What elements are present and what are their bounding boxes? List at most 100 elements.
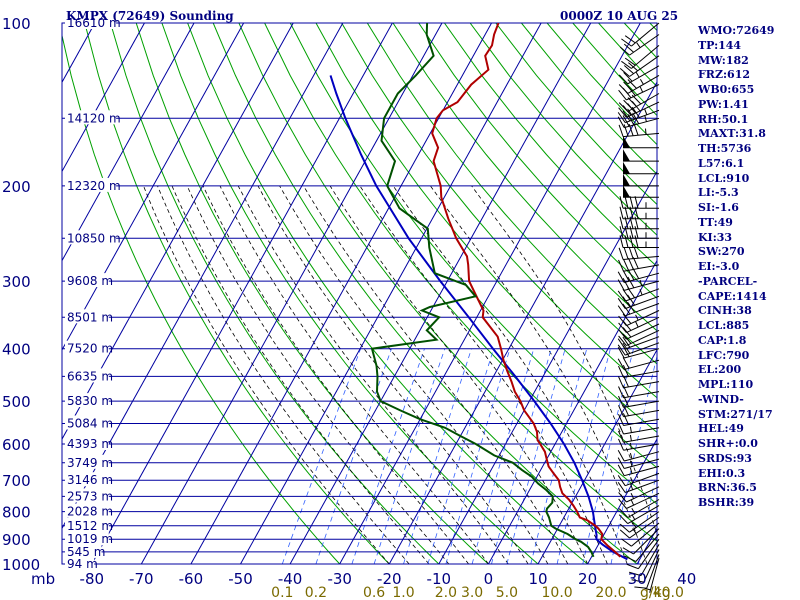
pressure-label: 800	[2, 504, 31, 522]
barb-feather	[634, 235, 639, 248]
barb-feather	[618, 430, 624, 443]
wind-barb	[617, 472, 660, 487]
barb-feather	[624, 35, 636, 44]
barb-half-feather	[639, 86, 644, 93]
barb-staff	[640, 544, 660, 576]
index-item: MPL:110	[698, 378, 754, 391]
barb-feather	[617, 271, 625, 283]
wind-barb	[618, 329, 660, 347]
barb-feather	[617, 305, 626, 317]
indices-list: WMO:72649 TP:144 MW:182 FRZ:612 WB0:655 PW:1.…	[698, 24, 774, 511]
barb-staff	[624, 458, 660, 469]
wind-barb	[617, 106, 660, 124]
mixing-ratio-label: 2.0	[435, 585, 457, 600]
mixing-ratio-label: 0.1	[271, 585, 293, 600]
barb-feather	[618, 438, 624, 451]
barb-feather	[627, 113, 635, 126]
barb-flag	[623, 135, 630, 148]
wind-barb	[623, 135, 659, 149]
wind-barb	[618, 430, 660, 443]
barb-feather	[617, 464, 625, 476]
moist-adiabat	[171, 185, 430, 564]
sounding-profiles	[329, 23, 628, 561]
barb-feather	[627, 301, 636, 313]
barb-half-feather	[645, 128, 647, 135]
pressure-label: 400	[2, 341, 31, 359]
barb-feather	[622, 270, 630, 282]
temperature-label: 10	[528, 570, 547, 588]
sounding-time: 0000Z 10 AUG 25	[560, 9, 679, 23]
barb-staff	[631, 22, 660, 47]
wind-barb	[618, 385, 660, 399]
barb-feather	[622, 303, 631, 315]
height-label-bg	[65, 110, 117, 125]
height-label-bg	[65, 309, 109, 324]
height-label: 14120 m	[67, 111, 121, 125]
barb-feather	[633, 246, 639, 259]
barb-half-feather	[629, 452, 633, 460]
barb-feather	[622, 345, 630, 357]
isotherm	[438, 170, 657, 564]
barb-half-feather	[635, 321, 639, 328]
mixing-ratio-line	[373, 348, 446, 564]
index-item: LCL:910	[698, 171, 750, 185]
mixing-ratio-label: 1.0	[392, 585, 414, 600]
temperature-label: -60	[179, 570, 204, 588]
barb-feather	[623, 247, 629, 260]
mixing-ratio-line	[445, 348, 511, 564]
wind-barb	[644, 557, 660, 593]
barb-staff	[623, 391, 660, 399]
barb-half-feather	[644, 587, 651, 591]
barb-feather	[618, 322, 627, 333]
index-item: BRN:36.5	[698, 481, 757, 495]
barb-feather	[621, 38, 632, 47]
isotherm	[62, 23, 294, 441]
isotherm	[487, 259, 657, 564]
index-item: PW:1.41	[698, 97, 749, 111]
wind-barb	[618, 486, 660, 503]
moist-adiabat	[329, 185, 588, 564]
barb-feather	[617, 346, 625, 359]
barb-feather	[622, 105, 632, 116]
wind-barb	[618, 394, 660, 408]
dry-adiabat	[161, 23, 539, 564]
barb-feather	[618, 365, 624, 378]
wind-barb	[618, 422, 660, 435]
wind-barb	[618, 364, 660, 378]
barb-feather	[627, 85, 636, 96]
barb-feather	[622, 333, 632, 344]
pressure-label: 900	[2, 531, 31, 549]
barb-staff	[623, 443, 660, 451]
barb-feather	[628, 62, 639, 72]
barb-feather	[628, 571, 642, 577]
barb-feather	[627, 287, 636, 298]
height-label-bg	[65, 454, 109, 469]
index-item: EL:200	[698, 363, 742, 377]
barb-half-feather	[636, 42, 641, 48]
wind-barbs	[617, 22, 660, 593]
height-label-bg	[65, 273, 109, 288]
barb-staff	[629, 511, 660, 533]
temperature-label: -10	[427, 570, 452, 588]
pressure-label: 600	[2, 436, 31, 454]
plot-frame	[61, 22, 658, 565]
height-label-bg	[65, 472, 109, 487]
parcel-trace	[329, 75, 628, 561]
barb-feather	[622, 364, 629, 377]
barb-feather	[623, 65, 634, 74]
barb-feather	[617, 457, 625, 469]
height-label-bg	[65, 543, 102, 558]
barb-staff	[631, 45, 660, 69]
barb-flag	[623, 185, 630, 198]
height-label: 4393 m	[67, 437, 113, 451]
height-label-bg	[65, 393, 109, 408]
barb-half-feather	[644, 115, 647, 122]
index-item: TH:5736	[698, 142, 752, 155]
barb-half-feather	[639, 78, 644, 85]
wind-barb	[619, 34, 660, 56]
temperature-label: 30	[628, 570, 647, 588]
wind-barb	[623, 185, 659, 198]
wind-barb	[617, 342, 660, 356]
wind-barb	[618, 413, 660, 426]
barb-feather	[619, 529, 630, 539]
